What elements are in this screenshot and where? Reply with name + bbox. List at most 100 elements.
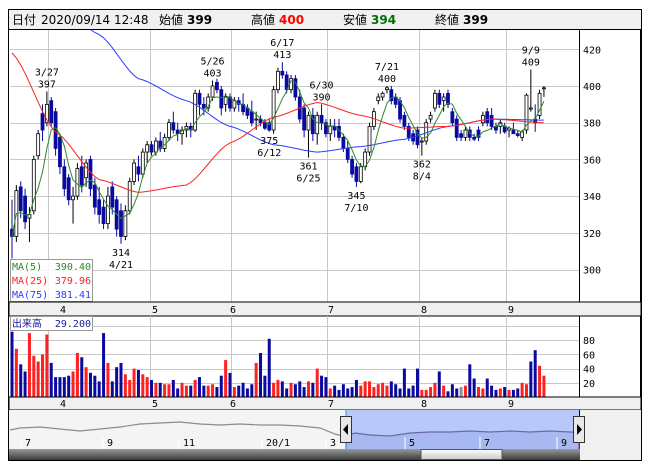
candle-body — [31, 158, 36, 212]
price-tick-label: 380 — [583, 119, 601, 130]
volume-bar — [62, 377, 66, 397]
candle — [389, 86, 394, 105]
candle-body — [249, 111, 254, 124]
volume-bar — [538, 365, 542, 397]
volume-bar — [542, 375, 546, 397]
candle — [106, 186, 110, 230]
volume-bar — [272, 382, 276, 397]
candle — [18, 181, 23, 219]
candle-body — [119, 210, 123, 237]
low-label: 安値 — [343, 12, 367, 27]
volume-bar — [376, 384, 380, 397]
candle — [385, 86, 389, 94]
candle-body — [171, 122, 176, 131]
navigator-label: 7 — [25, 438, 31, 449]
candle — [415, 126, 420, 149]
candle-body — [267, 122, 272, 131]
volume-bar — [141, 374, 145, 397]
candle-body — [350, 158, 354, 175]
volume-bar — [14, 348, 18, 397]
ma25-value: 379.96 — [55, 276, 91, 287]
month-axis-price — [8, 301, 642, 317]
volume-bar — [245, 388, 249, 397]
volume-bar — [498, 388, 502, 397]
volume-bar — [36, 361, 40, 397]
candle-body — [71, 195, 75, 201]
volume-bar — [389, 381, 393, 397]
volume-bar — [463, 385, 467, 397]
candle-body — [446, 92, 450, 105]
candle — [402, 111, 407, 131]
volume-bar — [202, 385, 206, 397]
volume-bar — [363, 381, 367, 397]
volume-bar — [354, 379, 358, 397]
volume-bar — [524, 384, 528, 397]
scrollbar-thumb[interactable] — [420, 449, 503, 460]
volume-bar — [333, 385, 337, 397]
triangle-left-icon — [343, 424, 348, 435]
volume-bar — [411, 385, 415, 397]
volume-bar — [228, 372, 232, 397]
volume-bar — [302, 387, 306, 397]
candle-body — [515, 133, 520, 136]
open-label: 始値 — [159, 12, 183, 27]
candle — [119, 203, 123, 244]
volume-bar — [468, 364, 472, 397]
volume-bar — [511, 389, 515, 397]
volume-bar — [328, 388, 332, 397]
range-navigator[interactable]: 7 9 11 20/1 3 5 7 9 — [9, 410, 641, 460]
candle-body — [84, 162, 89, 179]
price-tick-label: 420 — [583, 45, 601, 56]
volume-bar — [250, 384, 254, 397]
candle-body — [415, 129, 420, 146]
volume-bar — [276, 379, 280, 397]
open-value: 399 — [187, 13, 212, 27]
candle — [284, 71, 289, 94]
candle — [537, 89, 542, 120]
volume-bar — [267, 338, 271, 397]
volume-bar — [10, 331, 14, 397]
volume-bar — [311, 382, 315, 397]
candle-body — [284, 74, 289, 91]
volume-bar — [359, 385, 363, 397]
candle — [66, 174, 71, 206]
volume-bar — [407, 388, 411, 397]
navigator-left-handle[interactable] — [340, 416, 352, 443]
navigator-scrollbar[interactable] — [9, 449, 580, 460]
navigator-right-handle[interactable] — [573, 416, 585, 443]
annotation-date: 7/10 — [344, 203, 368, 214]
candle — [97, 186, 102, 224]
volume-bar — [132, 368, 136, 397]
volume-bar — [154, 382, 158, 397]
candle — [149, 141, 154, 156]
candle-body — [149, 144, 154, 153]
candle — [528, 69, 533, 112]
annotation-date: 9/9 — [522, 45, 540, 56]
candle-body — [193, 92, 198, 131]
close-label: 終値 — [435, 12, 459, 27]
annotation-price: 400 — [378, 74, 396, 85]
volume-bar — [415, 368, 419, 397]
candle-body — [162, 136, 167, 149]
month-label: 7 — [328, 399, 334, 410]
volume-bar — [485, 378, 489, 397]
volume-bar — [346, 388, 350, 397]
candle — [193, 89, 198, 132]
volume-bar — [197, 377, 201, 397]
volume-tick-label: 80 — [583, 336, 595, 347]
candle — [315, 111, 320, 145]
volume-bar — [481, 388, 485, 397]
ma75-value: 381.41 — [55, 290, 91, 301]
volume-bar — [88, 372, 92, 397]
candle-body — [472, 136, 477, 140]
navigator-label: 9 — [107, 438, 113, 449]
volume-bar — [123, 374, 127, 397]
candle-body — [345, 147, 350, 160]
candle-body — [376, 96, 381, 102]
volume-bar — [402, 368, 406, 397]
candle-body — [524, 94, 529, 131]
candle — [127, 177, 132, 215]
ma5-label: MA(5) — [12, 262, 42, 273]
triangle-right-icon — [577, 424, 582, 435]
